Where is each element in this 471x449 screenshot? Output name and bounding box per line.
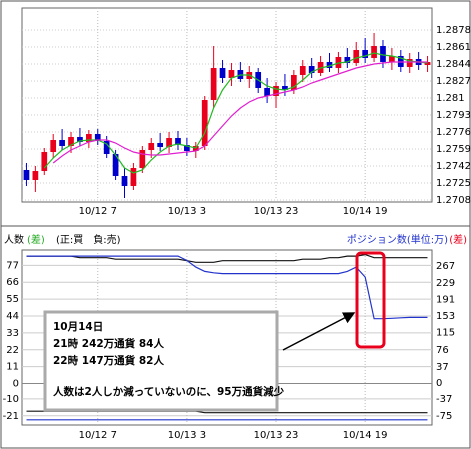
y-tick-label: 1.2759	[436, 144, 471, 155]
x-tick-label: 10/13 23	[254, 206, 299, 217]
y-tick-label: 1.2844	[436, 59, 471, 70]
candle-body	[371, 46, 377, 58]
y-tick-label: 76	[436, 345, 449, 356]
candle-body	[85, 134, 92, 142]
candle-body	[121, 176, 128, 186]
y-tick-label: 1.2861	[436, 42, 471, 53]
candle-body	[148, 143, 155, 150]
moving-average	[52, 61, 428, 164]
candle-chart: 1.2878 1.2861 1.2844 1.2827 1.281 1.2793 1.277…	[22, 8, 471, 217]
y-tick-label: -10	[3, 394, 19, 405]
left-label: 人数	[4, 233, 24, 246]
annotation-line: 10月14日	[53, 321, 103, 333]
y-tick-label: 1.2793	[436, 110, 471, 121]
candle-body	[139, 150, 146, 168]
candle-body	[326, 62, 333, 68]
y-tick-label: 229	[436, 278, 455, 289]
x-tick-label: 10/13 3	[168, 206, 206, 217]
moving-average	[43, 52, 428, 174]
candle-body	[219, 68, 226, 78]
y-tick-label: 55	[6, 294, 19, 305]
annotation-line: 21時 242万通貨 84人	[53, 337, 164, 350]
y-tick-label: 1.2708	[436, 195, 471, 206]
y-tick-label: 267	[436, 261, 455, 272]
candle-body	[184, 145, 190, 151]
upper-plot-frame	[21, 7, 433, 203]
right-label-suffix: (差)	[449, 233, 467, 246]
annotation-line: 人数は2人しか減っていないのに、95万通貨減少	[53, 385, 285, 398]
x-tick-label: 10/14 19	[343, 430, 388, 441]
candle-body	[228, 70, 235, 78]
y-tick-label: -75	[436, 411, 452, 422]
candle-body	[32, 171, 39, 180]
candle-body	[103, 141, 110, 154]
y-tick-label: 1.2725	[436, 178, 471, 189]
candle-body	[210, 68, 217, 100]
candle-body	[353, 50, 360, 63]
candle-body	[23, 170, 30, 180]
candle-body	[308, 66, 315, 73]
candle-body	[201, 100, 208, 146]
candle-body	[290, 75, 297, 90]
highlight-box	[355, 251, 386, 349]
candle-body	[380, 46, 386, 62]
annotation-arrow	[282, 312, 356, 351]
y-tick-label: 22	[6, 345, 19, 356]
candle-body	[77, 137, 83, 142]
y-tick-label: 11	[6, 362, 19, 373]
candle-body	[264, 88, 270, 96]
sign-note: (正:買 負:売)	[56, 233, 121, 246]
x-tick-label: 10/13 23	[254, 430, 299, 441]
series-line	[26, 255, 428, 320]
annotation-line: 22時 147万通貨 82人	[53, 354, 164, 367]
left-label-suffix: (差)	[27, 233, 45, 246]
x-tick-label: 10/13 3	[168, 430, 206, 441]
y-tick-label: 33	[6, 328, 19, 339]
candle-body	[299, 66, 306, 75]
candle-body	[406, 59, 413, 67]
series-line	[26, 253, 428, 263]
y-tick-label: 1.2742	[436, 161, 471, 172]
candle-body	[282, 86, 288, 90]
y-tick-label: 37	[436, 362, 449, 373]
annotation-box	[43, 310, 279, 412]
y-tick-label: 1.281	[436, 93, 465, 104]
x-tick-label: 10/12 7	[79, 206, 117, 217]
lower-plot-frame	[21, 249, 433, 426]
y-tick-label: -37	[436, 394, 452, 405]
y-tick-label: 191	[436, 294, 455, 305]
y-tick-label: 1.2827	[436, 76, 471, 87]
candle-body	[59, 140, 65, 146]
candle-body	[424, 62, 431, 65]
candle-body	[273, 86, 279, 96]
y-tick-label: -21	[3, 411, 19, 422]
candle-body	[68, 137, 74, 146]
y-tick-label: 0	[13, 379, 19, 390]
y-tick-label: 77	[6, 260, 19, 271]
candle-body	[175, 138, 181, 145]
x-tick-label: 10/12 7	[79, 430, 117, 441]
y-tick-label: 115	[436, 328, 455, 339]
y-tick-label: 153	[436, 311, 455, 322]
candle-body	[112, 154, 119, 176]
candle-body	[94, 134, 101, 141]
y-tick-label: 0	[436, 378, 442, 389]
y-tick-label: 66	[6, 277, 19, 288]
y-tick-label: 1.2878	[436, 25, 471, 36]
right-label: ポジション数(単位:万)	[347, 233, 448, 246]
candle-body	[130, 168, 137, 186]
y-tick-label: 44	[6, 311, 19, 322]
candle-body	[362, 50, 369, 58]
candle-body	[389, 56, 395, 62]
candle-body	[344, 57, 351, 63]
candle-body	[166, 138, 172, 147]
x-tick-label: 10/14 19	[343, 206, 388, 217]
candle-body	[157, 143, 164, 147]
y-tick-label: 1.2776	[436, 127, 471, 138]
candle-body	[41, 152, 48, 171]
candle-body	[50, 140, 57, 152]
